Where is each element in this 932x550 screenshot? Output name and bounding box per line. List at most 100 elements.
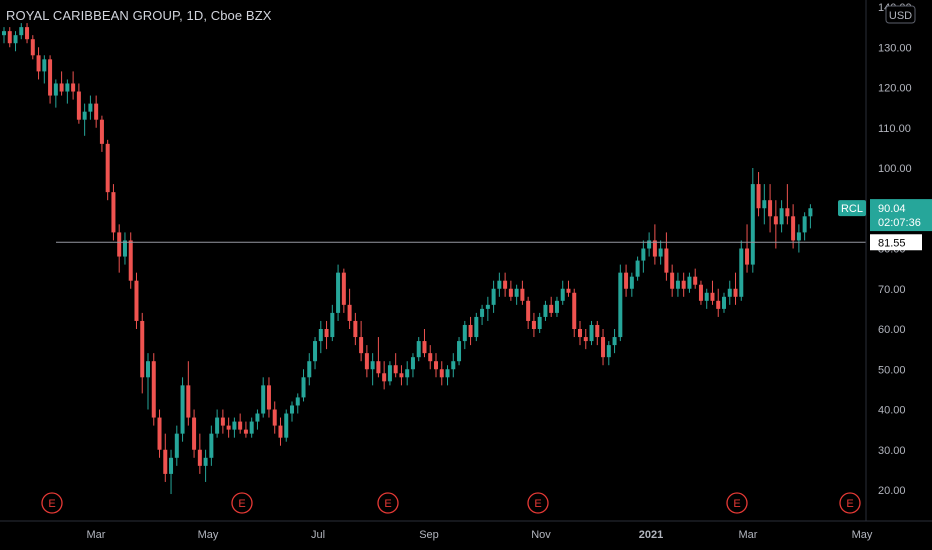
candle bbox=[509, 281, 513, 301]
candle-body bbox=[83, 112, 87, 120]
candle-body bbox=[129, 240, 133, 280]
candle bbox=[768, 184, 772, 232]
candle bbox=[601, 329, 605, 365]
candle bbox=[19, 23, 23, 39]
candle bbox=[278, 418, 282, 446]
time-tick-label: Jul bbox=[311, 529, 325, 541]
candle-body bbox=[330, 313, 334, 337]
candle bbox=[302, 369, 306, 401]
earnings-marker[interactable]: E bbox=[378, 493, 398, 513]
candle-body bbox=[238, 422, 242, 430]
candle-body bbox=[65, 83, 69, 91]
candle bbox=[486, 297, 490, 321]
candle bbox=[664, 232, 668, 280]
candle bbox=[474, 313, 478, 341]
candle bbox=[192, 410, 196, 458]
candle-body bbox=[808, 208, 812, 216]
candle bbox=[503, 273, 507, 297]
candle bbox=[330, 305, 334, 341]
candle-body bbox=[336, 273, 340, 313]
earnings-marker[interactable]: E bbox=[528, 493, 548, 513]
candle-body bbox=[590, 325, 594, 341]
candle-body bbox=[48, 59, 52, 95]
candle bbox=[780, 200, 784, 232]
last-price-value: 90.04 bbox=[878, 203, 906, 215]
candle bbox=[670, 265, 674, 297]
candle bbox=[261, 377, 265, 417]
candle bbox=[14, 31, 18, 51]
candle-body bbox=[647, 240, 651, 248]
candle-body bbox=[797, 232, 801, 240]
candle bbox=[480, 305, 484, 325]
currency-button[interactable]: USD bbox=[886, 6, 915, 23]
candle bbox=[751, 168, 755, 273]
candle bbox=[134, 273, 138, 329]
candle bbox=[117, 224, 121, 272]
candle bbox=[348, 289, 352, 329]
hline-price-label: 81.55 bbox=[870, 234, 922, 250]
candle-body bbox=[641, 249, 645, 261]
candle bbox=[613, 329, 617, 353]
candle-body bbox=[659, 249, 663, 257]
candle bbox=[422, 329, 426, 357]
candle bbox=[296, 393, 300, 413]
candle-body bbox=[543, 305, 547, 317]
candle bbox=[705, 289, 709, 309]
candle-body bbox=[440, 369, 444, 377]
candle bbox=[411, 353, 415, 377]
candle bbox=[497, 273, 501, 297]
candle-body bbox=[584, 337, 588, 341]
candle-body bbox=[88, 104, 92, 112]
candle bbox=[543, 301, 547, 321]
candle bbox=[37, 47, 41, 79]
candle-body bbox=[653, 240, 657, 256]
candle-body bbox=[307, 361, 311, 377]
candle-body bbox=[399, 373, 403, 377]
candle bbox=[463, 321, 467, 349]
candle-body bbox=[728, 289, 732, 297]
candle bbox=[716, 289, 720, 317]
candle-body bbox=[192, 418, 196, 450]
candle-body bbox=[353, 321, 357, 337]
candle-body bbox=[117, 232, 121, 256]
candle-body bbox=[359, 337, 363, 353]
candle bbox=[146, 353, 150, 409]
price-tick-label: 110.00 bbox=[878, 123, 911, 135]
candle bbox=[647, 232, 651, 256]
candle-body bbox=[480, 309, 484, 317]
candle-body bbox=[221, 418, 225, 426]
candle bbox=[215, 410, 219, 438]
time-axis[interactable]: Mar May Jul Sep Nov 2021 Mar May bbox=[0, 521, 932, 541]
time-tick-label: 2021 bbox=[639, 529, 663, 541]
candle bbox=[267, 377, 271, 417]
price-axis[interactable]: 140.00130.00120.00110.00100.0090.0080.00… bbox=[866, 0, 915, 521]
earnings-marker[interactable]: E bbox=[42, 493, 62, 513]
candle bbox=[2, 27, 6, 43]
candle-body bbox=[670, 273, 674, 289]
candle-body bbox=[434, 361, 438, 369]
candle-body bbox=[710, 293, 714, 301]
candle bbox=[515, 285, 519, 305]
earnings-marker[interactable]: E bbox=[232, 493, 252, 513]
candle bbox=[204, 450, 208, 482]
earnings-marker[interactable]: E bbox=[727, 493, 747, 513]
candle-body bbox=[2, 31, 6, 35]
candle-body bbox=[780, 208, 784, 224]
candle-body bbox=[94, 104, 98, 120]
candle bbox=[595, 321, 599, 345]
candle-body bbox=[716, 301, 720, 309]
currency-label: USD bbox=[889, 10, 912, 22]
candle-body bbox=[140, 321, 144, 377]
candle-body bbox=[762, 200, 766, 208]
earnings-marker[interactable]: E bbox=[840, 493, 860, 513]
time-tick-label: Mar bbox=[739, 529, 758, 541]
candle bbox=[238, 414, 242, 434]
candle-body bbox=[578, 329, 582, 337]
candle-body bbox=[198, 450, 202, 466]
candle-body bbox=[722, 297, 726, 309]
candle-body bbox=[607, 345, 611, 357]
candle bbox=[451, 353, 455, 377]
candle bbox=[186, 361, 190, 425]
